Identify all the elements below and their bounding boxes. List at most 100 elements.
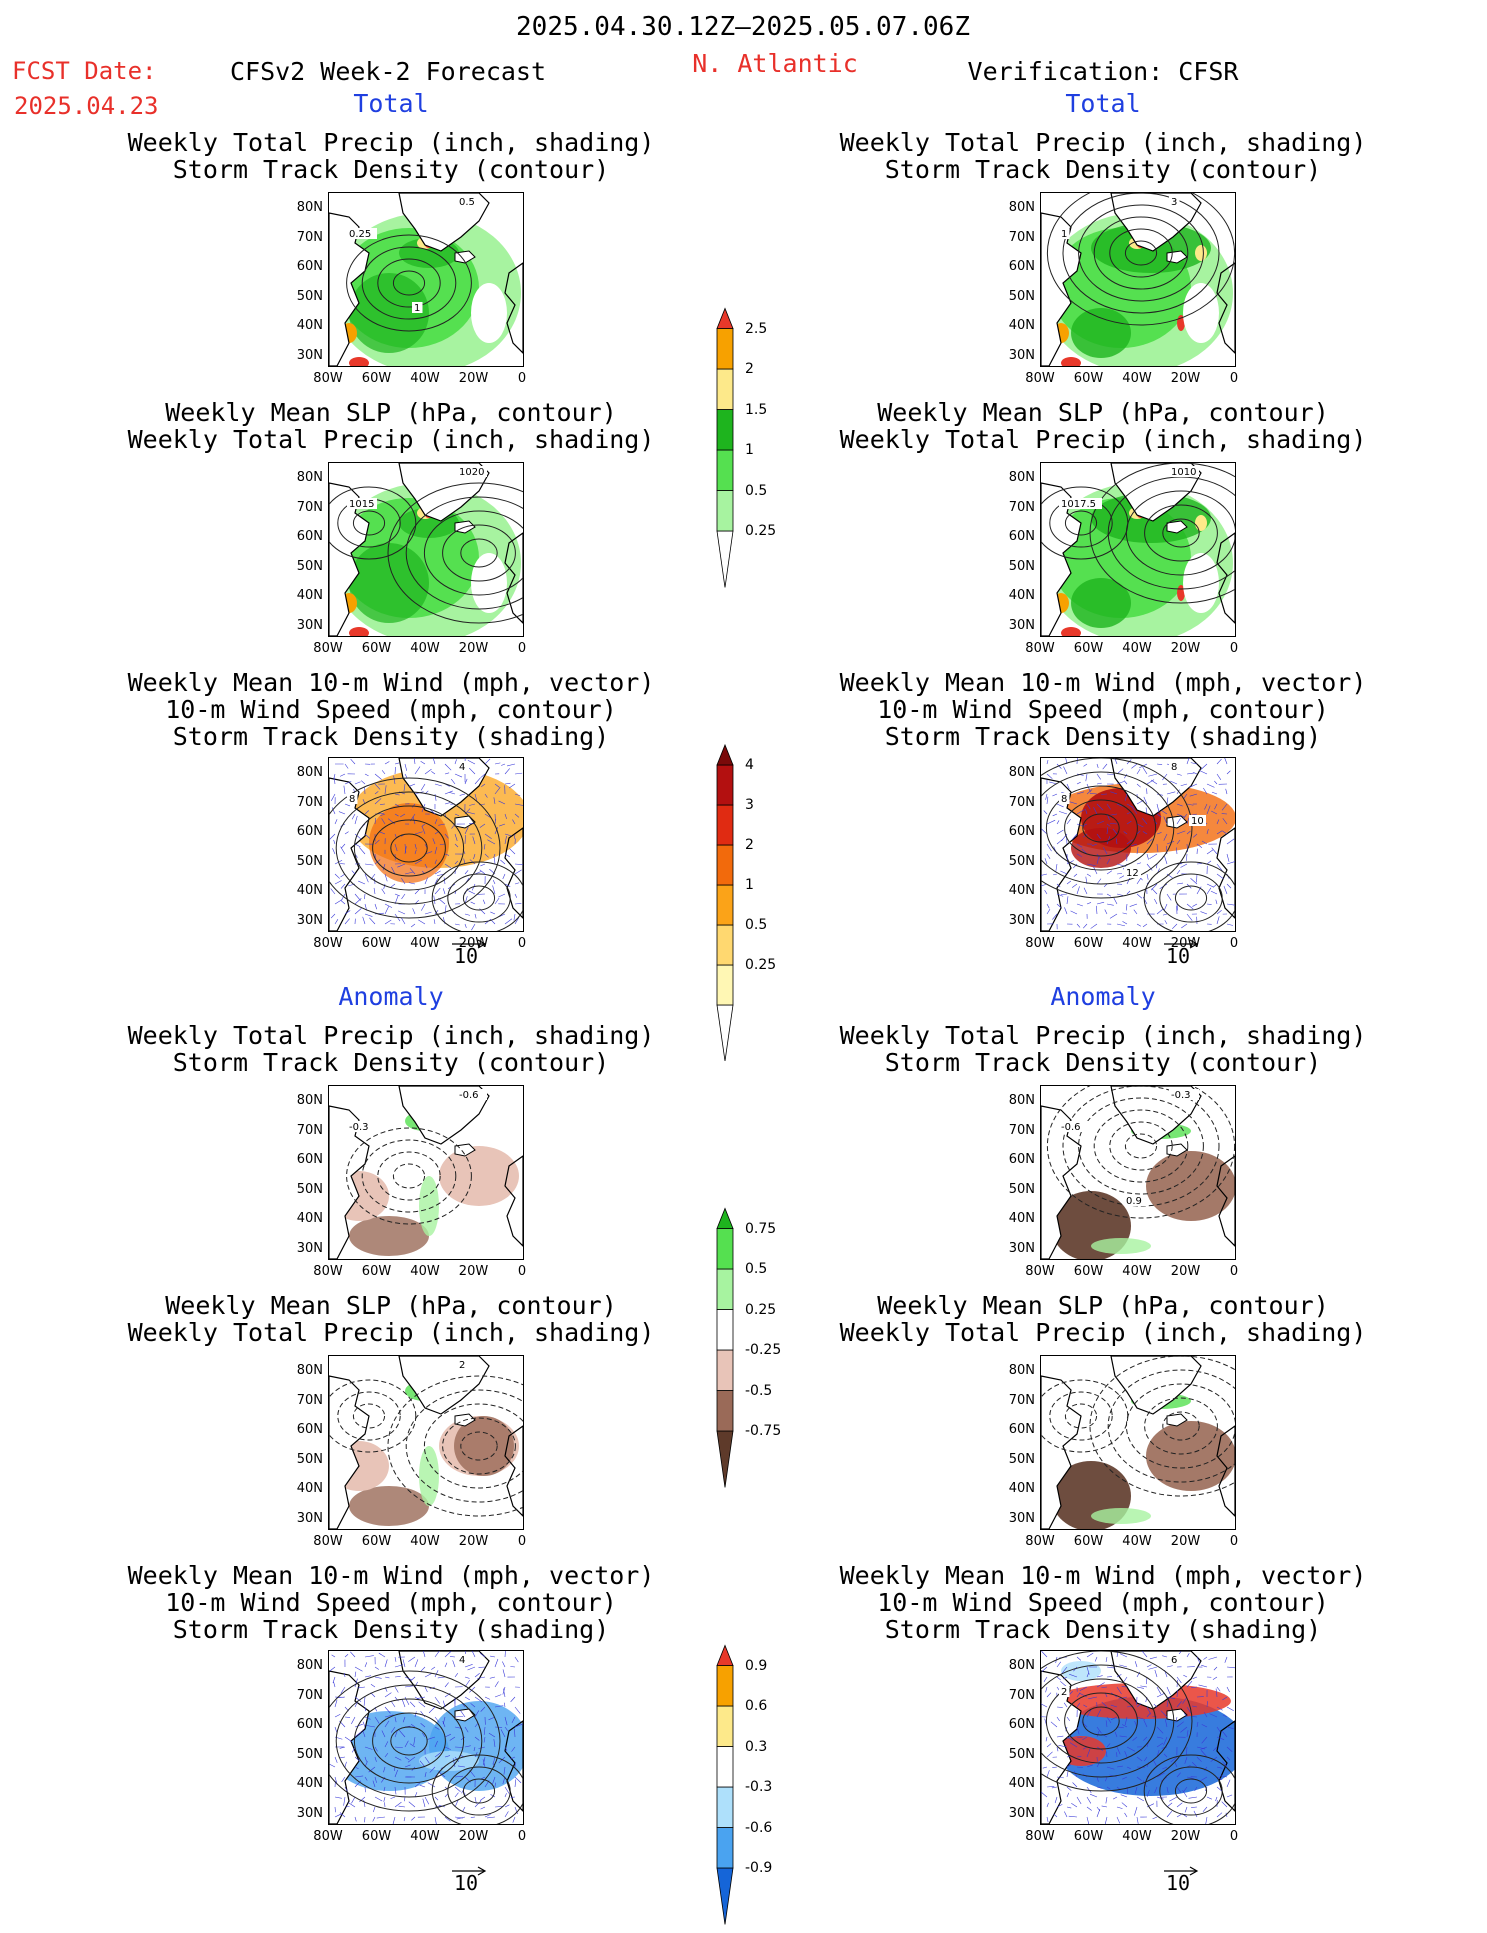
panel-title-line: Weekly Total Precip (inch, shading) — [840, 426, 1367, 453]
panel-title-line: Weekly Total Precip (inch, shading) — [128, 1022, 655, 1049]
lon-tick-label: 0 — [1230, 936, 1238, 951]
colorbar-segment — [717, 885, 733, 925]
lat-tick-label: 70N — [995, 1123, 1035, 1138]
lat-tick-label: 80N — [995, 1363, 1035, 1378]
lat-tick-label: 60N — [283, 259, 323, 274]
lon-tick-label: 40W — [1122, 936, 1151, 951]
lat-tick-label: 50N — [995, 289, 1035, 304]
lon-tick-label: 60W — [1074, 641, 1103, 656]
colorbar-segment — [717, 1431, 733, 1488]
lon-tick-label: 80W — [1025, 936, 1054, 951]
lat-tick-label: 40N — [995, 883, 1035, 898]
colorbar-segment — [717, 1229, 733, 1270]
panel-title-line: Weekly Mean SLP (hPa, contour) — [877, 1292, 1329, 1319]
colorbar-segment — [717, 745, 733, 765]
vector-reference-label: 10 — [1166, 1871, 1190, 1895]
contour-label: 0.9 — [1124, 1195, 1148, 1207]
panel-title-line: Weekly Total Precip (inch, shading) — [128, 129, 655, 156]
lon-tick-label: 60W — [362, 1264, 391, 1279]
colorbar-label: 2 — [745, 837, 754, 853]
colorbar-segment — [717, 1787, 733, 1828]
lat-tick-label: 30N — [995, 618, 1035, 633]
section-anomaly-left: Anomaly — [338, 984, 443, 1009]
panel-title-line: 10-m Wind Speed (mph, contour) — [877, 1589, 1329, 1616]
lat-tick-label: 70N — [283, 1123, 323, 1138]
svg-text:1015: 1015 — [349, 499, 374, 510]
lat-tick-label: 70N — [283, 795, 323, 810]
vector-reference-label: 10 — [454, 944, 478, 968]
lat-tick-label: 50N — [995, 1182, 1035, 1197]
panel-title-line: Storm Track Density (shading) — [173, 723, 610, 750]
svg-text:-0.3: -0.3 — [349, 1122, 369, 1133]
lat-tick-label: 70N — [283, 1688, 323, 1703]
lon-tick-label: 80W — [313, 1534, 342, 1549]
lon-tick-label: 60W — [1074, 936, 1103, 951]
panel-title-line: Weekly Total Precip (inch, shading) — [840, 1319, 1367, 1346]
contour-label: 4 — [457, 1654, 468, 1666]
panel-title-line: Weekly Total Precip (inch, shading) — [840, 1022, 1367, 1049]
map-panel-fc-anom-wind: 4 — [328, 1650, 524, 1825]
colorbar-segment — [717, 491, 733, 532]
lon-tick-label: 40W — [410, 371, 439, 386]
panel-title-line: Weekly Mean 10-m Wind (mph, vector) — [840, 1562, 1367, 1589]
lon-tick-label: 60W — [1074, 371, 1103, 386]
panel-title-line: 10-m Wind Speed (mph, contour) — [877, 696, 1329, 723]
colorbar-label: -0.75 — [745, 1423, 781, 1439]
forecast-title: CFSv2 Week-2 Forecast — [230, 59, 546, 84]
svg-text:-0.6: -0.6 — [459, 1090, 479, 1101]
lat-tick-label: 50N — [283, 1452, 323, 1467]
colorbar-segment — [717, 1209, 733, 1229]
fcst-date-value: 2025.04.23 — [14, 94, 159, 118]
lon-tick-label: 80W — [313, 936, 342, 951]
lat-tick-label: 30N — [995, 348, 1035, 363]
svg-text:4: 4 — [459, 1655, 465, 1666]
lat-tick-label: 50N — [283, 559, 323, 574]
colorbar-segment — [717, 1706, 733, 1747]
lat-tick-label: 40N — [283, 318, 323, 333]
lat-tick-label: 70N — [995, 230, 1035, 245]
panel-title-line: Weekly Total Precip (inch, shading) — [840, 129, 1367, 156]
fcst-date-label: FCST Date: — [12, 59, 157, 83]
lon-tick-label: 40W — [1122, 641, 1151, 656]
colorbar-segment — [717, 309, 733, 329]
lat-tick-label: 50N — [995, 559, 1035, 574]
colorbar-label: -0.3 — [745, 1779, 772, 1795]
svg-text:0.5: 0.5 — [459, 197, 475, 208]
lon-tick-label: 40W — [1122, 1534, 1151, 1549]
contour-label: 4 — [457, 761, 468, 773]
panel-title-line: Weekly Mean SLP (hPa, contour) — [165, 1292, 617, 1319]
lat-tick-label: 50N — [283, 1182, 323, 1197]
lon-tick-label: 20W — [459, 371, 488, 386]
map-panel-fc-anom-slp: 2 — [328, 1355, 524, 1530]
lon-tick-label: 80W — [313, 641, 342, 656]
contour-label: 8 — [1059, 793, 1070, 805]
lat-tick-label: 50N — [283, 854, 323, 869]
colorbar-label: 0.25 — [745, 1302, 776, 1318]
lon-tick-label: 40W — [410, 1534, 439, 1549]
contour-label: 2 — [457, 1359, 468, 1371]
svg-text:6: 6 — [1171, 1655, 1177, 1666]
lat-tick-label: 60N — [283, 1422, 323, 1437]
lon-tick-label: 60W — [362, 641, 391, 656]
contour-label: 0.5 — [457, 196, 481, 208]
region-title: N. Atlantic — [692, 51, 858, 76]
colorbar-label: 3 — [745, 797, 754, 813]
lon-tick-label: 80W — [1025, 641, 1054, 656]
colorbar-label: -0.25 — [745, 1342, 781, 1358]
lat-tick-label: 80N — [283, 1658, 323, 1673]
colorbar-label: 2.5 — [745, 321, 767, 337]
lat-tick-label: 70N — [995, 1393, 1035, 1408]
colorbar-segment — [717, 805, 733, 845]
lon-tick-label: 40W — [1122, 1264, 1151, 1279]
contour-label: -0.3 — [347, 1121, 377, 1133]
lon-tick-label: 60W — [1074, 1829, 1103, 1844]
lon-tick-label: 80W — [1025, 1264, 1054, 1279]
svg-text:0.9: 0.9 — [1126, 1196, 1142, 1207]
lon-tick-label: 0 — [1230, 1829, 1238, 1844]
map-panel-fc-anom-precip: -0.6 -0.3 — [328, 1085, 524, 1260]
lon-tick-label: 40W — [1122, 1829, 1151, 1844]
colorbar-segment — [717, 925, 733, 965]
lat-tick-label: 60N — [995, 259, 1035, 274]
svg-text:10: 10 — [1191, 816, 1204, 827]
